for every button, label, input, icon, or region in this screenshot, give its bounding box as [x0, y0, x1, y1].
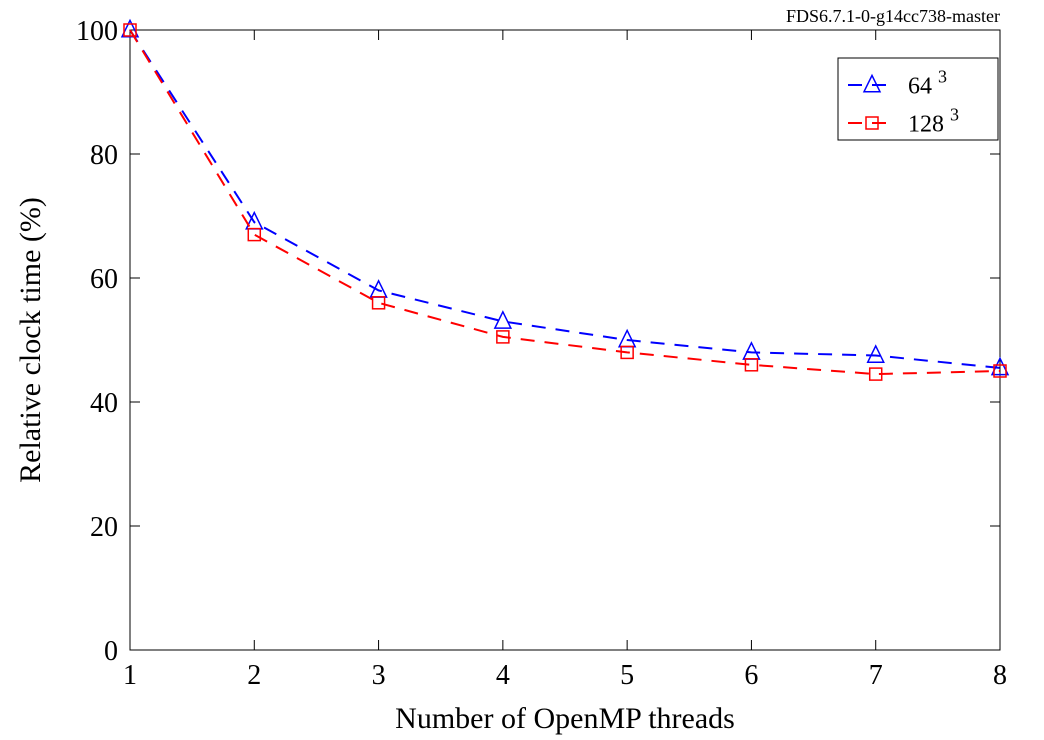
xtick-label: 3 [372, 660, 386, 691]
legend: 64 3128 3 [838, 58, 998, 140]
y-axis-label: Relative clock time (%) [14, 197, 47, 483]
xtick-label: 7 [869, 660, 883, 691]
chart-svg: FDS6.7.1-0-g14cc738-master12345678020406… [0, 0, 1044, 740]
xtick-label: 2 [247, 660, 261, 691]
ytick-label: 20 [90, 512, 118, 543]
ytick-label: 60 [90, 264, 118, 295]
ytick-label: 100 [76, 16, 118, 47]
xtick-label: 6 [744, 660, 758, 691]
xtick-label: 4 [496, 660, 510, 691]
ytick-label: 40 [90, 388, 118, 419]
xtick-label: 8 [993, 660, 1007, 691]
chart-container: FDS6.7.1-0-g14cc738-master12345678020406… [0, 0, 1044, 740]
version-label: FDS6.7.1-0-g14cc738-master [786, 6, 1000, 26]
ytick-label: 80 [90, 140, 118, 171]
x-axis-label: Number of OpenMP threads [395, 702, 735, 735]
xtick-label: 5 [620, 660, 634, 691]
xtick-label: 1 [123, 660, 137, 691]
ytick-label: 0 [104, 636, 118, 667]
